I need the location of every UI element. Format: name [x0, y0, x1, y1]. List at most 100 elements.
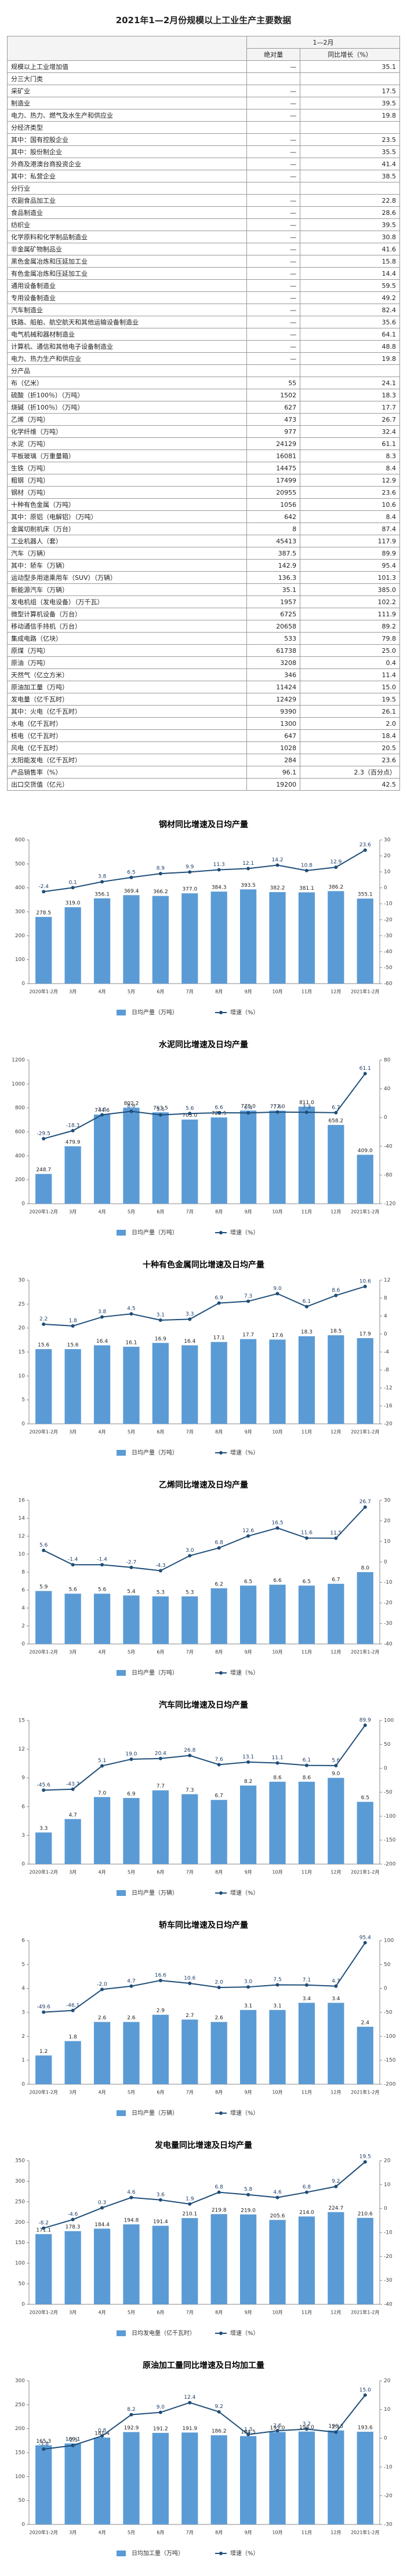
line-label: 6.8 [303, 2184, 311, 2190]
line-marker [100, 1315, 104, 1319]
bar [357, 2026, 373, 2084]
table-cell: — [246, 109, 301, 122]
line-marker [246, 1985, 250, 1989]
x-tick-label: 4月 [98, 2090, 106, 2095]
legend-label: 日均发电量（亿千瓦时） [132, 2329, 195, 2337]
table-cell: 18.4 [300, 729, 400, 742]
bar-label: 319.0 [66, 901, 81, 907]
line-marker [246, 1534, 250, 1538]
x-tick-label: 3月 [69, 2090, 77, 2095]
table-cell: 59.5 [300, 279, 400, 292]
bar [210, 1342, 227, 1424]
table-cell: 20.5 [300, 741, 400, 754]
table-cell: 32.4 [300, 425, 400, 438]
table-row: 烧碱（折100％）（万吨） 627 17.7 [7, 401, 400, 414]
table-cell: 原油（万吨） [7, 656, 247, 669]
bar-label: 7.3 [186, 1788, 194, 1793]
line-marker [129, 1984, 133, 1988]
bar-label: 763.5 [153, 1106, 168, 1112]
table-cell: 642 [246, 510, 301, 523]
table-cell: 89.9 [300, 547, 400, 560]
x-tick-label: 2021年1-2月 [351, 2089, 379, 2095]
bar [298, 1585, 315, 1644]
line-marker [158, 1113, 162, 1117]
line-label: 12.6 [242, 1528, 254, 1534]
line-label: 9.9 [186, 864, 194, 870]
bar [181, 1119, 198, 1204]
line-marker [129, 1312, 133, 1316]
line-marker [129, 875, 133, 879]
line-marker [275, 1292, 279, 1296]
table-cell: 12.9 [300, 474, 400, 487]
bar [210, 891, 227, 984]
y2-tick-label: -100 [384, 2034, 396, 2040]
table-cell: 平板玻璃（万重量箱） [7, 450, 247, 462]
x-tick-label: 10月 [272, 1430, 282, 1435]
table-cell: — [246, 145, 301, 158]
bar-label: 2.4 [361, 2020, 370, 2026]
bar [152, 2015, 169, 2084]
table-cell: 14.4 [300, 267, 400, 280]
line-marker [217, 1301, 221, 1305]
x-tick-label: 6月 [157, 1430, 164, 1435]
line-marker [100, 1563, 104, 1567]
bar-label: 6.7 [332, 1577, 340, 1583]
bar-label: 811.0 [299, 1100, 314, 1106]
table-cell: 食品制造业 [7, 206, 247, 219]
bar [269, 1584, 286, 1644]
x-tick-label: 8月 [215, 1650, 223, 1655]
table-cell: 38.5 [300, 170, 400, 182]
chart: 原油加工量同比增速及日均加工量050100150200250300-30-20-… [15, 2361, 393, 2557]
table-row: 食品制造业 —28.6 [7, 206, 400, 219]
line-marker [158, 2198, 162, 2202]
table-cell: — [246, 85, 301, 97]
table-cell: — [246, 170, 301, 182]
y2-tick-label: -50 [384, 2010, 393, 2016]
legend-label: 日均产量（万吨） [132, 1669, 178, 1676]
y-tick-label: 350 [15, 2158, 25, 2164]
table-row: 其中：股份制企业 —35.5 [7, 145, 400, 158]
table-cell: 55 [246, 377, 301, 389]
table-cell: 117.9 [300, 535, 400, 547]
table-cell: 生铁（万吨） [7, 462, 247, 474]
line-label: 6.6 [215, 1105, 224, 1111]
chart-title: 发电量同比增速及日均产量 [154, 2140, 252, 2150]
table-cell: 19.8 [300, 352, 400, 365]
line-label: 23.6 [359, 842, 371, 848]
table-cell: 乙烯（万吨） [7, 413, 247, 426]
y-tick-label: 6 [21, 1938, 25, 1944]
line-label: 10.8 [301, 863, 312, 868]
bar [64, 2231, 81, 2304]
line-marker [100, 2206, 104, 2210]
line-marker [71, 1563, 75, 1567]
bar-label: 7.0 [98, 1791, 107, 1796]
bar [210, 1588, 227, 1644]
line-marker [71, 2217, 75, 2221]
bar-label: 278.5 [36, 910, 51, 916]
bar-label: 3.1 [273, 2003, 281, 2009]
table-row: 产品销售率（%） 96.1 2.3（百分点） [7, 766, 400, 779]
bar-label: 479.9 [66, 1139, 81, 1145]
x-tick-label: 2021年1-2月 [351, 1429, 379, 1435]
table-cell: 89.2 [300, 620, 400, 633]
x-tick-label: 5月 [128, 1650, 135, 1655]
y2-tick-label: 10 [384, 869, 391, 875]
table-row: 分经济类型 [7, 121, 400, 134]
legend-swatch [117, 1450, 126, 1456]
table-cell: 30.8 [300, 231, 400, 243]
line-marker [42, 1548, 46, 1552]
header-cell: 1—2月 [246, 36, 400, 49]
line-label: 11.6 [301, 1530, 312, 1536]
line-marker [217, 2190, 221, 2194]
y-tick-label: 0 [21, 1422, 25, 1427]
y2-tick-label: 0 [384, 885, 387, 891]
y2-tick-label: -8 [384, 1368, 389, 1373]
line-label: 14.2 [272, 857, 284, 863]
bar [328, 2212, 344, 2304]
table-cell: — [246, 279, 301, 292]
line [43, 2161, 366, 2229]
line-label: 0.1 [68, 880, 77, 886]
table-cell: 1300 [246, 717, 301, 730]
bar-label: 2.6 [215, 2015, 224, 2021]
line-label: 7.3 [303, 1105, 311, 1110]
